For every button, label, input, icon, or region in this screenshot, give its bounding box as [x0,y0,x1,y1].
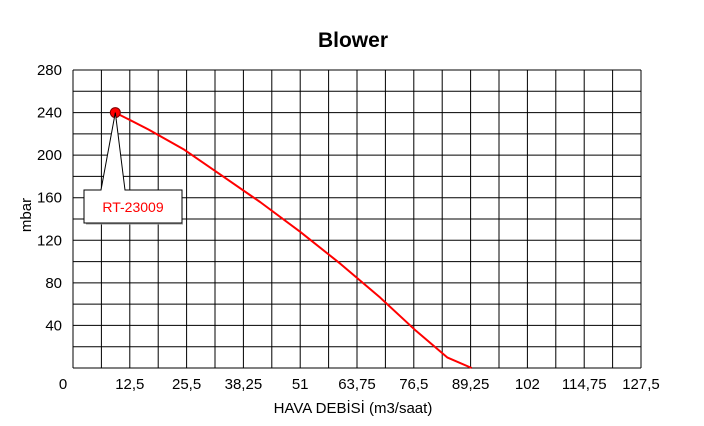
chart-title: Blower [318,29,388,52]
x-axis-ticks: 0 12,5 25,5 38,25 51 63,75 76,5 89,25 102 114,75 1… [59,376,660,393]
grid [72,69,642,369]
x-tick-label: 38,25 [225,376,263,393]
x-tick-label: 25,5 [172,376,201,393]
x-tick-label: 102 [515,376,540,393]
y-tick-label: 80 [45,275,62,292]
x-axis-label: HAVA DEBİSİ (m3/saat) [274,399,433,417]
annotation-layer: RT-23009 [83,112,183,225]
x-tick-label: 12,5 [115,376,144,393]
y-tick-label: 200 [37,147,62,164]
x-tick-label: 51 [292,376,309,393]
y-tick-label: 160 [37,190,62,207]
x-tick-label: 127,5 [622,376,660,393]
x-tick-label: 114,75 [562,376,607,393]
y-tick-label: 240 [37,105,62,122]
x-tick-label: 0 [59,376,67,393]
annotation-callout [83,112,183,224]
series-layer [109,107,473,369]
y-tick-label: 40 [45,317,62,334]
x-tick-label: 89,25 [452,376,490,393]
annotation-label: RT-23009 [102,199,163,215]
series-line [114,111,473,369]
y-axis-ticks: 40 80 120 160 200 240 280 [37,62,62,334]
y-axis-label: mbar [18,198,35,232]
x-tick-label: 76,5 [399,376,428,393]
x-tick-label: 63,75 [338,376,376,393]
y-tick-label: 280 [37,62,62,79]
y-tick-label: 120 [37,232,62,249]
